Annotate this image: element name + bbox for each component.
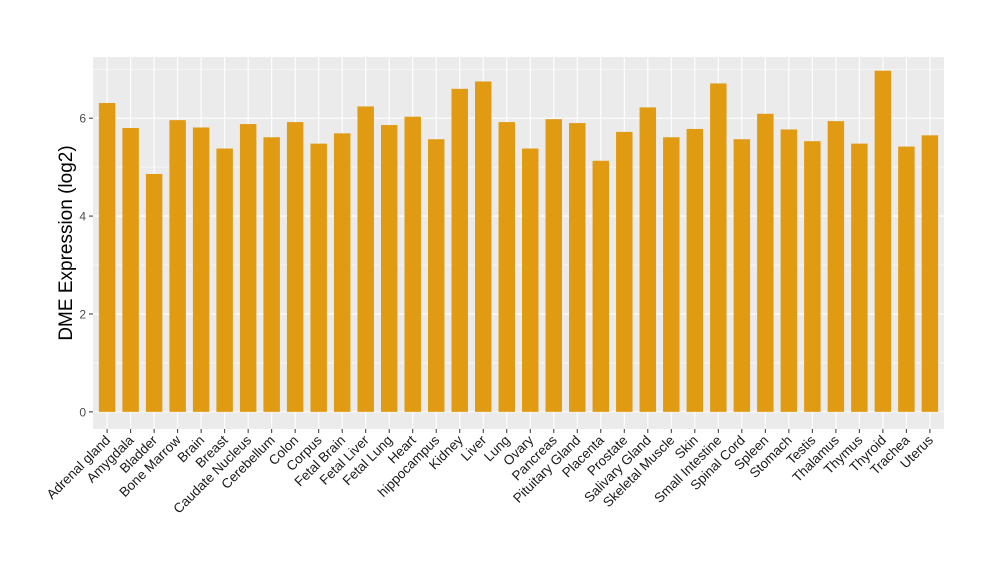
plot-panel [93, 57, 944, 429]
bar [498, 122, 515, 412]
bar [310, 143, 327, 412]
bar [898, 146, 915, 412]
bar [145, 173, 163, 412]
bar [545, 119, 562, 412]
bar [616, 131, 633, 412]
bar [757, 113, 774, 412]
bar [663, 137, 680, 412]
y-tick-label: 6 [79, 112, 86, 126]
bar [710, 83, 727, 412]
bar [263, 137, 280, 412]
bar [216, 148, 233, 412]
bar [733, 139, 751, 412]
bar [404, 116, 421, 412]
bar [192, 127, 210, 412]
bar [522, 148, 539, 412]
bar [333, 133, 351, 412]
bar [169, 120, 186, 412]
bar [122, 127, 139, 412]
bar [874, 70, 892, 412]
bar [451, 88, 468, 412]
bar [569, 123, 586, 412]
bar [827, 121, 845, 412]
y-tick-label: 4 [79, 210, 86, 224]
bar [780, 129, 798, 412]
bar [475, 81, 492, 412]
y-tick-label: 2 [79, 307, 86, 321]
y-axis-title: DME Expression (log2) [56, 145, 77, 340]
bar [98, 103, 116, 412]
bar [357, 106, 374, 412]
bar [380, 125, 398, 412]
bar [851, 143, 868, 412]
y-axis: 0 2 4 6 [79, 112, 93, 419]
y-tick-label: 0 [79, 405, 86, 419]
bar [239, 124, 257, 412]
bar [427, 139, 445, 412]
bars [98, 70, 939, 412]
bar [804, 141, 821, 412]
bar [286, 122, 304, 412]
bar [639, 107, 657, 412]
bar [686, 128, 704, 412]
bar [592, 160, 610, 412]
bar [921, 135, 939, 412]
